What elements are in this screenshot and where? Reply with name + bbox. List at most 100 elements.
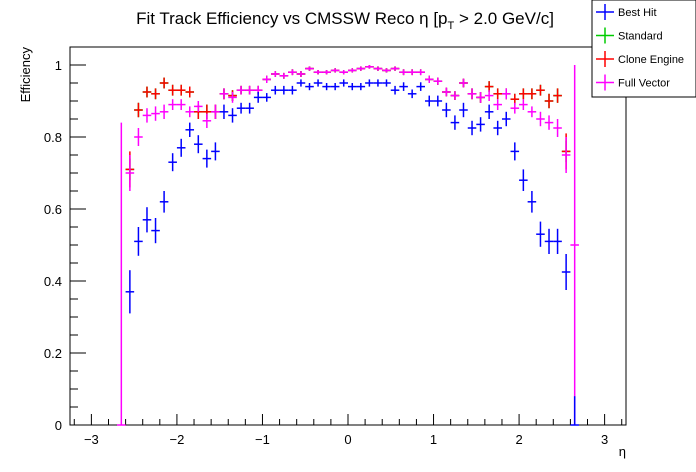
- data-point: [519, 99, 528, 110]
- data-point: [168, 153, 177, 172]
- data-point: [296, 71, 306, 77]
- data-point: [279, 85, 289, 95]
- data-point: [305, 66, 314, 71]
- data-point: [176, 99, 186, 110]
- data-point: [125, 270, 135, 314]
- data-point: [493, 120, 502, 136]
- data-point: [561, 254, 571, 290]
- data-point: [390, 85, 400, 95]
- data-point: [433, 77, 443, 85]
- data-point: [356, 66, 366, 71]
- data-point: [245, 85, 254, 95]
- data-point: [527, 106, 537, 118]
- data-point: [433, 95, 443, 107]
- data-point: [211, 104, 220, 119]
- data-point: [142, 207, 152, 233]
- data-point: [450, 115, 460, 130]
- data-point: [211, 142, 220, 161]
- data-point: [142, 86, 152, 98]
- data-point: [450, 91, 460, 100]
- data-point: [159, 104, 169, 119]
- y-tick-label: 0.4: [44, 274, 62, 289]
- data-point: [467, 88, 477, 100]
- data-point: [185, 106, 195, 118]
- data-point: [219, 104, 229, 119]
- data-point: [442, 102, 451, 118]
- data-point: [544, 228, 554, 254]
- series-best-hit: [125, 79, 579, 426]
- data-point: [134, 227, 143, 256]
- data-point: [501, 111, 511, 127]
- legend-item: Full Vector: [596, 74, 670, 91]
- data-point: [134, 102, 143, 118]
- data-point: [313, 79, 323, 87]
- data-point: [382, 68, 391, 73]
- data-point: [228, 92, 237, 103]
- data-point: [553, 228, 562, 254]
- data-point: [330, 83, 340, 91]
- data-point: [459, 102, 468, 118]
- x-tick-label: 0: [344, 432, 351, 447]
- data-point: [219, 88, 229, 100]
- data-point: [484, 104, 494, 119]
- data-point: [544, 93, 554, 109]
- data-point: [262, 75, 272, 83]
- y-axis-label: Efficiency: [18, 47, 33, 103]
- data-point: [536, 221, 545, 247]
- data-point: [322, 70, 331, 75]
- data-point: [476, 92, 485, 103]
- data-point: [459, 78, 468, 88]
- data-point: [236, 102, 246, 114]
- data-point: [493, 88, 502, 100]
- x-tick-label: 1: [430, 432, 437, 447]
- data-point: [348, 68, 357, 73]
- data-point: [570, 396, 579, 426]
- data-point: [288, 85, 297, 95]
- data-point: [484, 90, 494, 101]
- y-tick-label: 0.8: [44, 130, 62, 145]
- data-point: [159, 191, 169, 213]
- data-point: [202, 113, 212, 128]
- data-point: [176, 84, 186, 96]
- x-tick-label: −1: [255, 432, 270, 447]
- data-point: [134, 128, 143, 146]
- data-point: [476, 117, 485, 132]
- data-point: [236, 85, 246, 95]
- data-point: [322, 83, 331, 91]
- data-point: [356, 83, 366, 91]
- data-point: [339, 70, 348, 75]
- data-point: [399, 69, 408, 76]
- data-point: [510, 102, 520, 114]
- data-point: [168, 84, 177, 96]
- data-point: [493, 99, 502, 110]
- data-point: [125, 155, 135, 191]
- data-point: [245, 102, 254, 114]
- data-point: [416, 69, 425, 76]
- data-point: [185, 86, 195, 98]
- data-point: [519, 169, 528, 191]
- data-point: [151, 88, 160, 100]
- axes: −3 −2 −1 0 1 2 3 0 0.2 0.4 0.6 0.8 1: [44, 58, 623, 447]
- y-tick-label: 0: [55, 418, 62, 433]
- series-full-vector: [117, 65, 579, 426]
- legend-item: Best Hit: [596, 4, 657, 20]
- data-point: [365, 65, 374, 69]
- data-point: [271, 71, 280, 77]
- data-point: [527, 191, 537, 213]
- data-point: [262, 93, 272, 102]
- data-point: [501, 88, 511, 100]
- data-point: [271, 85, 280, 95]
- data-point: [142, 108, 152, 123]
- data-point: [288, 69, 297, 76]
- data-point: [330, 68, 340, 73]
- x-tick-label: −2: [170, 432, 185, 447]
- data-point: [339, 79, 348, 87]
- x-axis-label: η: [619, 444, 626, 459]
- data-point: [348, 83, 357, 91]
- legend-item: Clone Engine: [596, 51, 684, 67]
- data-point: [373, 66, 383, 71]
- data-point: [390, 66, 400, 71]
- data-point: [176, 138, 186, 157]
- data-point: [313, 70, 323, 75]
- data-point: [117, 122, 126, 426]
